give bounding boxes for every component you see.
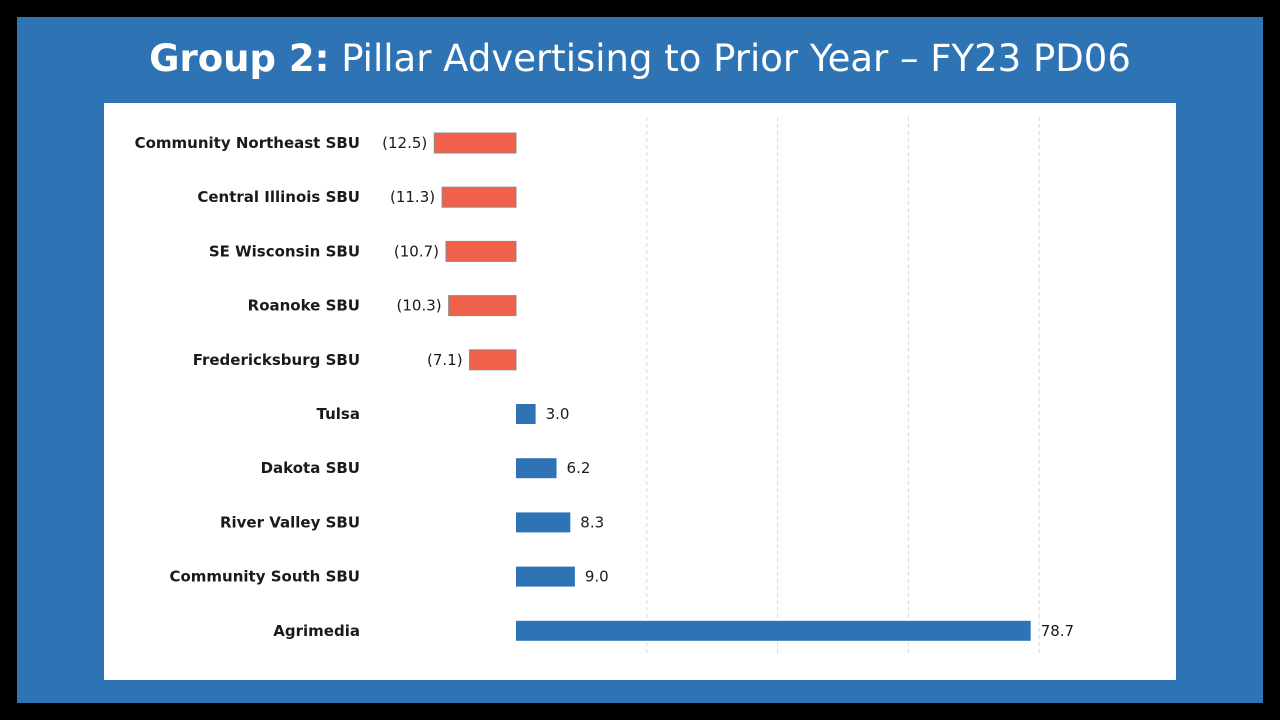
value-label: (10.7) [394,242,439,260]
category-label: Dakota SBU [261,459,360,477]
title-rest: Pillar Advertising to Prior Year – FY23 … [341,37,1131,80]
value-label: (11.3) [390,188,435,206]
value-label: (12.5) [382,134,427,152]
bar [448,295,517,317]
category-label: Agrimedia [273,622,360,640]
category-label: Tulsa [317,405,360,423]
bar [516,566,575,587]
chart-panel: Community Northeast SBU (12.5) Central Ill… [104,103,1176,680]
bar [469,349,517,371]
title-bold: Group 2: [149,37,330,80]
value-label: 3.0 [546,405,570,423]
bar [433,132,517,154]
category-label: SE Wisconsin SBU [209,242,360,260]
category-label: Community Northeast SBU [135,134,360,152]
value-label: (10.3) [397,297,442,315]
value-label: 6.2 [567,459,591,477]
category-label: Roanoke SBU [248,297,360,315]
page-title: Group 2: Pillar Advertising to Prior Yea… [0,34,1280,84]
value-label: (7.1) [427,351,463,369]
bar [516,458,557,479]
category-label: Central Illinois SBU [197,188,360,206]
value-label: 8.3 [580,513,604,531]
bar [516,512,571,533]
category-label: Community South SBU [169,568,360,586]
bar [445,240,517,262]
bar-chart: Community Northeast SBU (12.5) Central Ill… [135,117,1074,655]
value-label: 78.7 [1041,622,1074,640]
bar [516,404,536,424]
category-label: River Valley SBU [220,513,360,531]
category-label: Fredericksburg SBU [193,351,360,369]
value-label: 9.0 [585,568,609,586]
bar [441,186,517,208]
bar [516,620,1031,641]
